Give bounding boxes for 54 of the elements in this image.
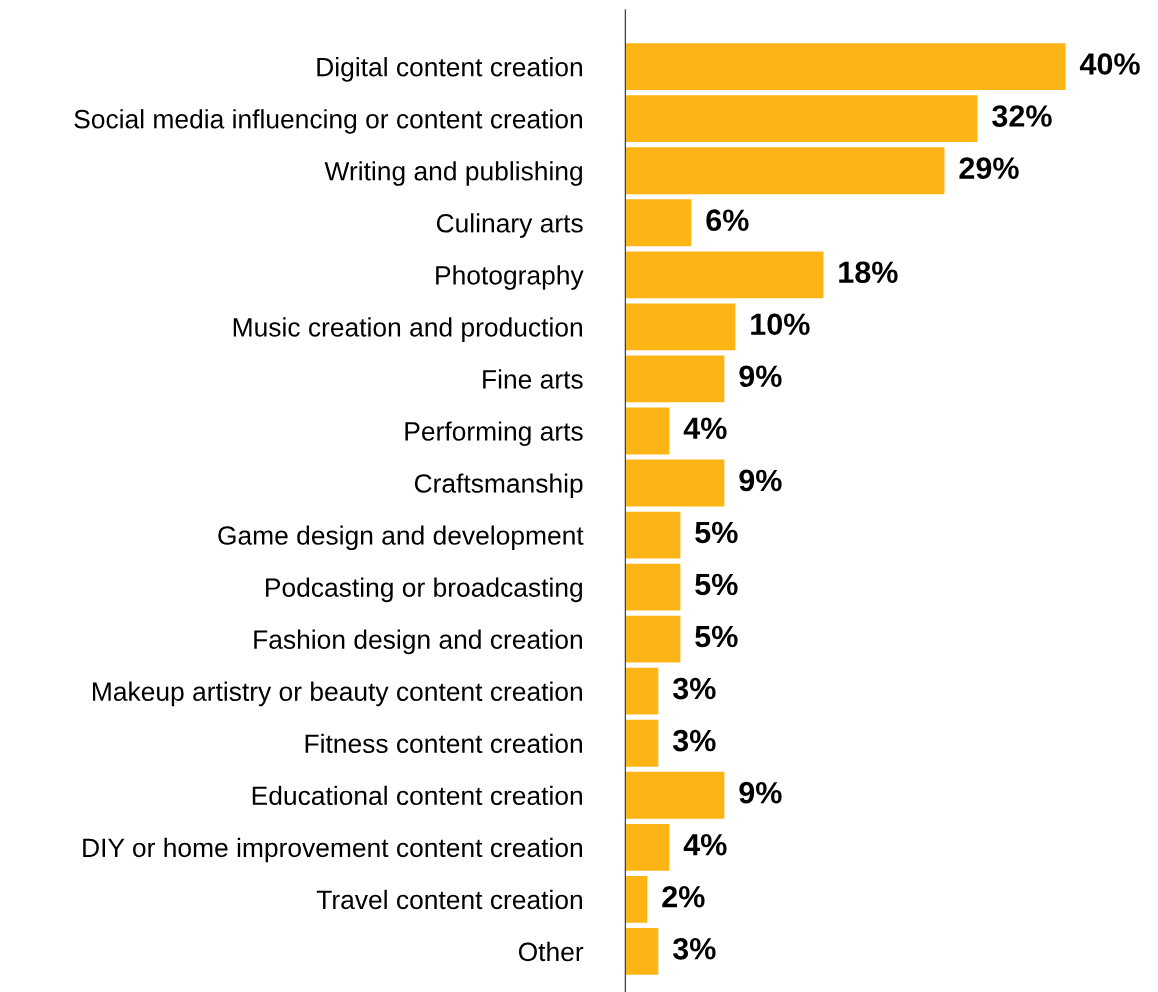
data-label: 9% <box>739 469 782 492</box>
bar <box>625 719 659 767</box>
data-label: 4% <box>683 417 727 440</box>
y-tick-label: Fashion design and creation <box>254 629 582 655</box>
y-tick-label: Music creation and production <box>233 317 582 342</box>
y-tick-label: Writing and publishing <box>324 161 582 186</box>
data-label: 10% <box>751 313 810 336</box>
data-label: 18% <box>839 261 898 284</box>
y-tick-label: Digital content creation <box>317 57 582 82</box>
y-tick-label: Social media influencing or content creation <box>74 109 582 134</box>
y-tick-label: Photography <box>436 265 584 290</box>
bar <box>625 615 681 663</box>
data-label: 4% <box>683 833 727 856</box>
bar <box>625 407 670 455</box>
data-label: 6% <box>706 209 749 231</box>
data-label: 5% <box>695 625 738 648</box>
y-tick-label: Performing arts <box>405 421 583 446</box>
data-label: 9% <box>739 781 782 804</box>
data-label: 2% <box>662 885 705 908</box>
bar <box>625 823 670 871</box>
bar <box>625 251 824 299</box>
y-tick-label: Educational content creation <box>252 785 582 806</box>
data-label: 3% <box>672 677 716 700</box>
data-label: 9% <box>739 365 782 388</box>
bar <box>625 303 736 351</box>
y-tick-label: Game design and development <box>218 525 584 551</box>
data-label: 40% <box>1079 53 1140 75</box>
bar <box>625 43 1066 91</box>
bar <box>625 771 725 819</box>
y-tick-label: Makeup artistry or beauty content creation <box>93 681 582 707</box>
data-label: 29% <box>959 157 1019 179</box>
bar <box>625 147 945 195</box>
y-tick-label: Craftsmanship <box>414 473 583 499</box>
bar <box>625 355 725 403</box>
bar <box>625 511 681 559</box>
data-label: 32% <box>992 105 1052 127</box>
bar <box>625 667 659 715</box>
bar <box>625 199 692 247</box>
bar <box>625 459 725 507</box>
y-tick-label: Podcasting or broadcasting <box>266 577 582 603</box>
y-tick-label: Culinary arts <box>436 213 583 238</box>
y-tick-label: Other <box>518 941 584 962</box>
bar <box>625 875 648 923</box>
data-label: 5% <box>695 573 738 596</box>
data-label: 3% <box>672 729 716 752</box>
y-tick-label: Fitness content creation <box>305 733 582 754</box>
data-label: 5% <box>695 521 738 544</box>
y-tick-label: Travel content creation <box>316 889 582 910</box>
bar <box>625 927 659 975</box>
data-label: 3% <box>672 937 716 960</box>
bar <box>625 563 681 611</box>
y-tick-label: DIY or home improvement content creation <box>83 837 582 863</box>
y-tick-label: Fine arts <box>483 369 583 389</box>
bar <box>625 95 978 143</box>
